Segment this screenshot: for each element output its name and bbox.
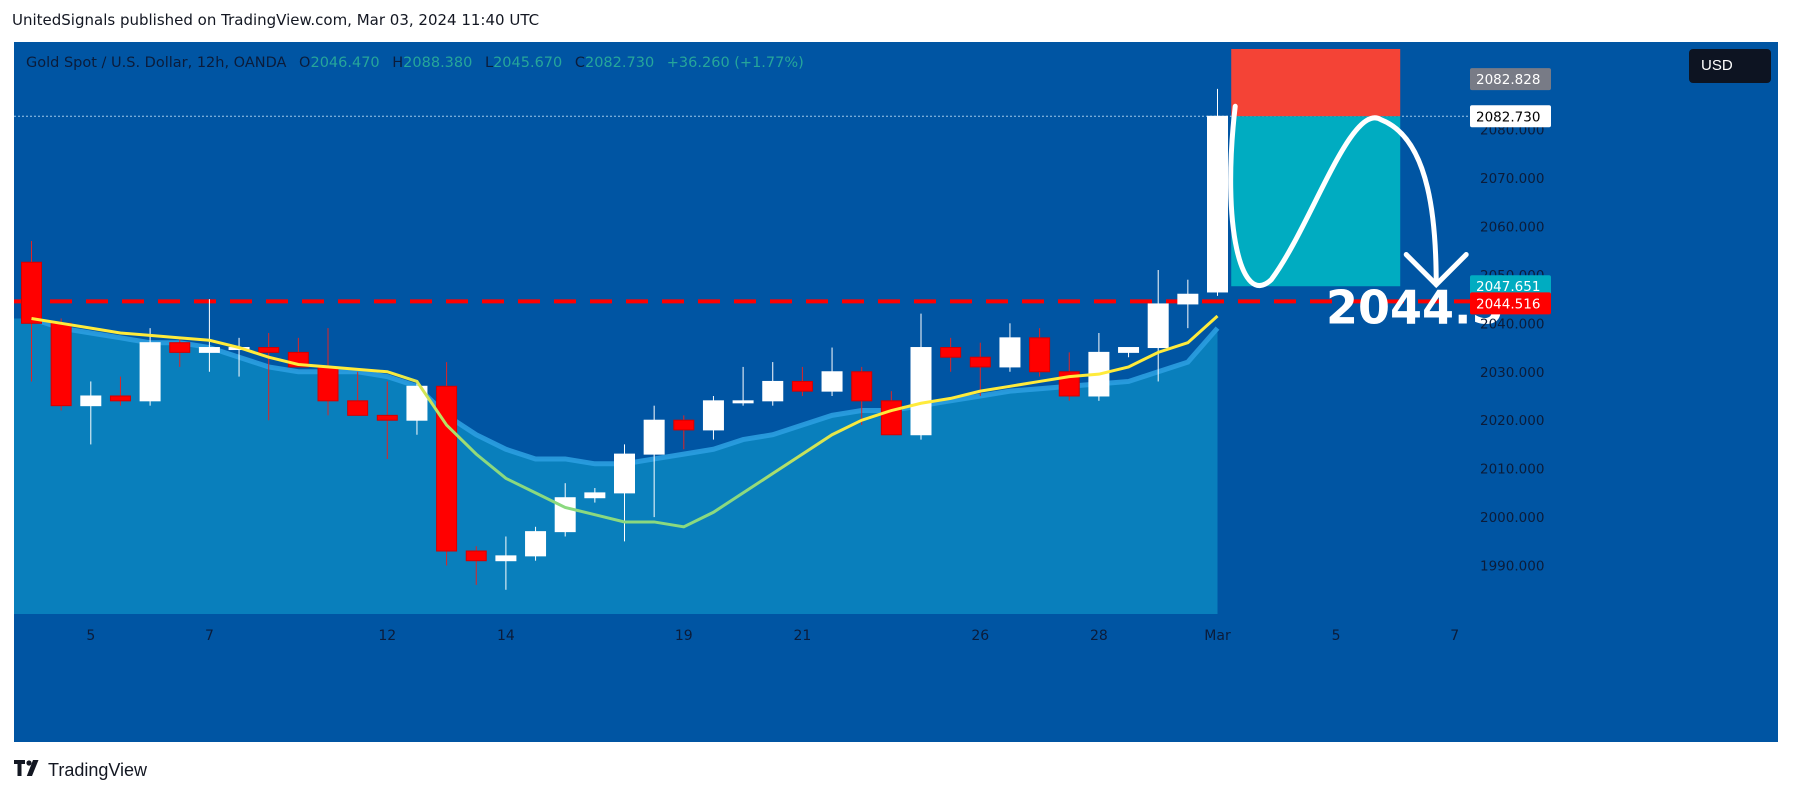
candle-body xyxy=(198,347,220,353)
forecast-curve xyxy=(1228,103,1439,289)
publish-line: UnitedSignals published on TradingView.c… xyxy=(12,11,540,29)
candle-body xyxy=(406,385,428,421)
x-tick-label: 14 xyxy=(497,628,515,644)
x-tick-label: 28 xyxy=(1090,628,1108,644)
y-tick-label: 2020.000 xyxy=(1480,413,1544,429)
level-tag: 2044.516 xyxy=(1476,296,1540,312)
last-price-tag-bg xyxy=(1470,105,1551,128)
y-tick-label: 2060.000 xyxy=(1480,219,1544,235)
ema-tag: 2047.651 xyxy=(1476,279,1540,295)
forecast-arrow xyxy=(1403,252,1469,289)
level-tag-bg xyxy=(1470,292,1551,315)
prev-close-tag-bg xyxy=(1470,68,1551,91)
y-tick-label: 2040.000 xyxy=(1480,316,1544,332)
candle-body xyxy=(50,322,72,407)
candle-body xyxy=(969,356,991,368)
candle-body xyxy=(851,371,873,402)
candle-body xyxy=(880,400,902,436)
last-price-tag: 2082.730 xyxy=(1476,109,1540,125)
candle-body xyxy=(376,414,398,421)
y-tick-label: 2010.000 xyxy=(1480,462,1544,478)
candle-body xyxy=(1207,115,1228,293)
x-tick-label: 12 xyxy=(378,628,396,644)
high-label: H xyxy=(392,55,404,71)
change-value: +36.260 (+1.77%) xyxy=(666,55,804,71)
time-axis-band xyxy=(14,614,1472,742)
footer-brand[interactable]: TradingView xyxy=(14,760,147,781)
prev-close-tag: 2082.828 xyxy=(1476,72,1540,88)
candle-body xyxy=(317,366,339,402)
price-scale-area xyxy=(1472,42,1778,742)
candle-body xyxy=(109,395,131,402)
candle-body xyxy=(702,400,724,431)
candle-body xyxy=(465,550,487,562)
candle-body xyxy=(525,531,547,557)
close-value: 2082.730 xyxy=(584,55,655,71)
low-value: 2045.670 xyxy=(493,55,563,71)
candle-body xyxy=(999,337,1021,368)
x-tick-label: 5 xyxy=(86,628,95,644)
candle-body xyxy=(584,492,606,499)
candle-body xyxy=(673,419,695,431)
close-label: C xyxy=(574,55,585,71)
candle-body xyxy=(791,380,813,392)
candle-body xyxy=(436,385,458,552)
candle-body xyxy=(347,400,369,416)
candle-body xyxy=(139,342,161,402)
open-value: 2046.470 xyxy=(310,55,380,71)
tradingview-logo-icon xyxy=(14,760,42,781)
candle-body xyxy=(1118,347,1140,353)
high-value: 2088.380 xyxy=(403,55,473,71)
x-tick-label: 26 xyxy=(971,628,989,644)
candle-body xyxy=(169,342,191,353)
x-tick-label: 7 xyxy=(1450,628,1459,644)
symbol-legend: Gold Spot / U.S. Dollar, 12h, OANDA O204… xyxy=(26,55,804,71)
x-tick-label: 5 xyxy=(1332,628,1341,644)
candle-body xyxy=(910,347,932,436)
candle-body xyxy=(495,555,517,562)
candle-body xyxy=(732,400,754,404)
y-tick-label: 2000.000 xyxy=(1480,510,1544,526)
x-tick-label: 19 xyxy=(675,628,693,644)
symbol-name: Gold Spot / U.S. Dollar, 12h, OANDA xyxy=(26,55,287,71)
candle-body xyxy=(643,419,665,455)
candle-body xyxy=(1177,293,1199,305)
candle-body xyxy=(614,453,635,494)
x-tick-label: 21 xyxy=(793,628,811,644)
candle-body xyxy=(80,395,102,407)
candle-body xyxy=(762,380,784,402)
candle-body xyxy=(1147,303,1169,349)
open-label: O xyxy=(299,55,311,71)
y-tick-label: 1990.000 xyxy=(1480,559,1544,575)
stop-loss-zone xyxy=(1231,49,1401,117)
candle-body xyxy=(821,371,843,392)
y-tick-label: 2070.000 xyxy=(1480,171,1544,187)
y-tick-label: 2030.000 xyxy=(1480,365,1544,381)
x-tick-label: Mar xyxy=(1204,628,1231,644)
ema-fast-line xyxy=(31,314,1219,529)
currency-button[interactable]: USD xyxy=(1689,49,1771,83)
footer-brand-text: TradingView xyxy=(48,760,148,780)
chart-frame[interactable]: 2044.5 1990.000 2000.000 2010.000 2020.000 20… xyxy=(14,42,1778,742)
chart-canvas[interactable]: 2044.51990.0002000.0002010.0002020.00020… xyxy=(14,42,1778,742)
candle-body xyxy=(1029,337,1051,373)
candle-body xyxy=(21,261,42,324)
candle-body xyxy=(258,347,280,353)
ema-tag-bg xyxy=(1470,275,1551,298)
candle-body xyxy=(940,347,962,358)
low-label: L xyxy=(484,55,494,71)
x-tick-label: 7 xyxy=(205,628,214,644)
